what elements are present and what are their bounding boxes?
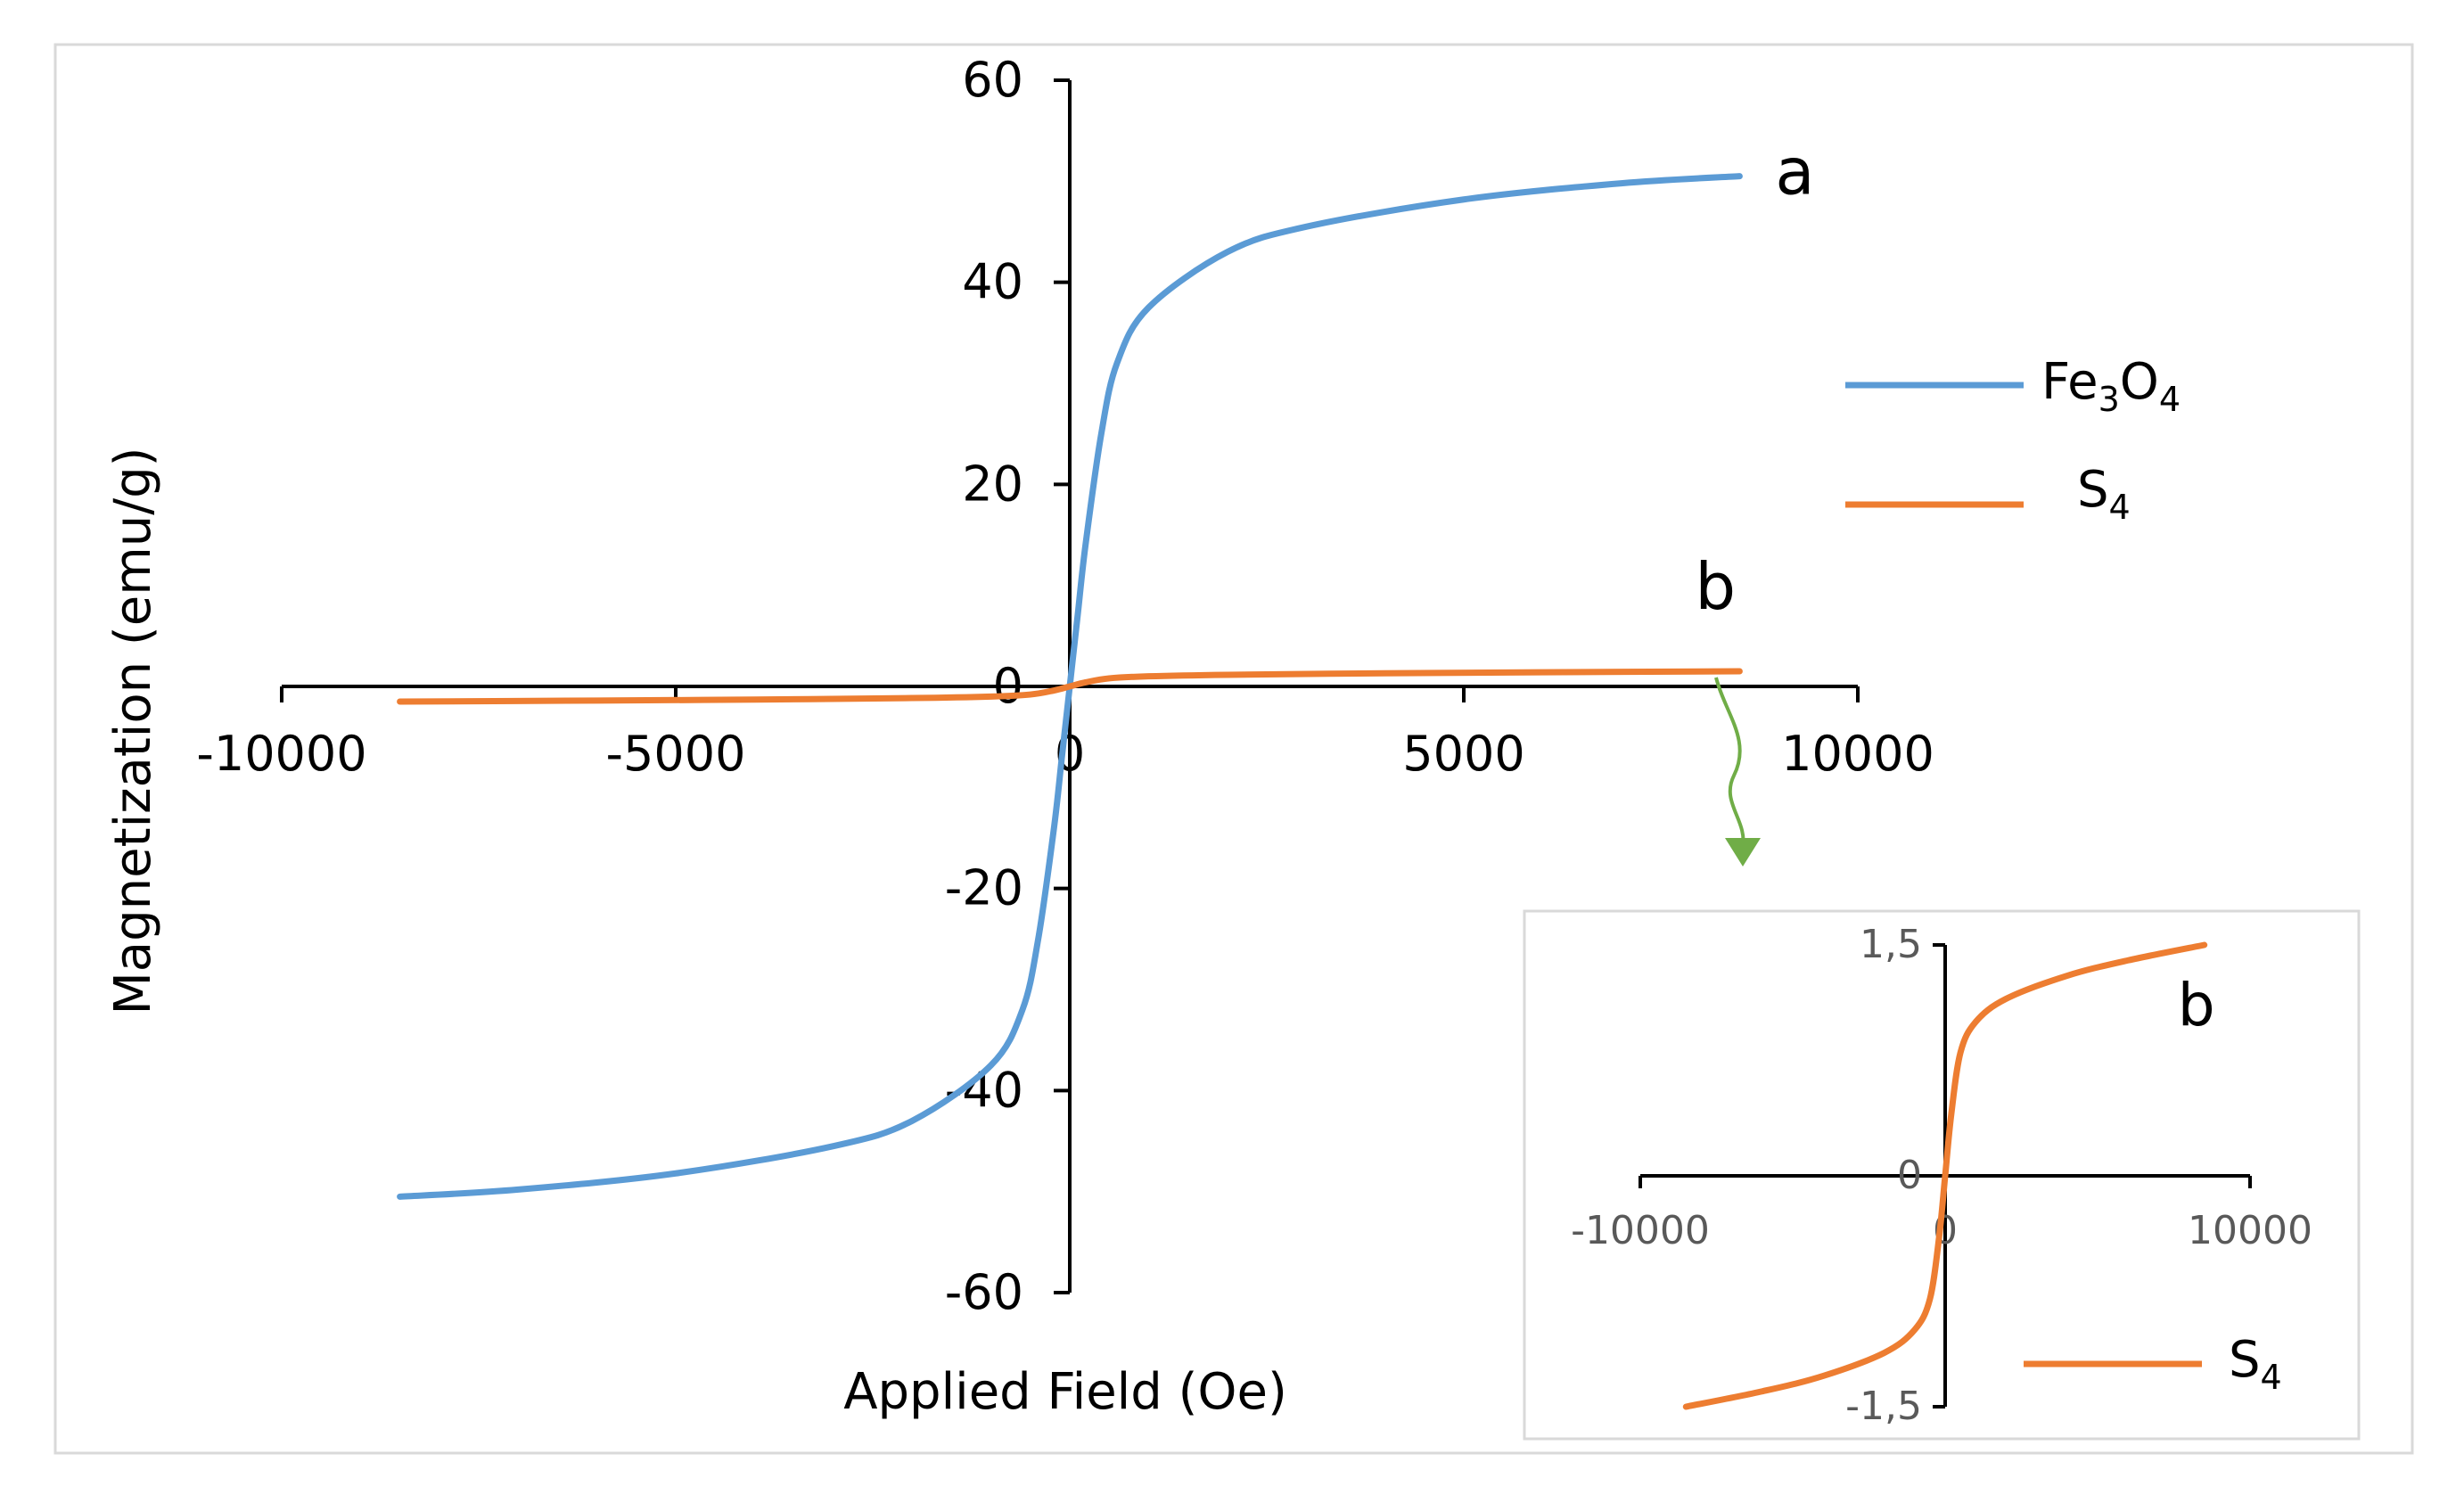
y-tick-label: 0 [993, 658, 1023, 714]
inset-x-tick-label: 10000 [2188, 1208, 2312, 1253]
x-axis-title: Applied Field (Oe) [843, 1363, 1287, 1421]
inset-y-tick-label: 1,5 [1860, 922, 1922, 967]
inset-y-tick-label: 0 [1897, 1153, 1922, 1198]
legend-label-s4: S4 [2077, 461, 2131, 527]
y-tick-label: 40 [962, 254, 1023, 310]
inset-curve-label-b: b [2178, 971, 2215, 1039]
legend-label-fe3o4: Fe3O4 [2041, 353, 2181, 419]
inset-x-tick-label: -10000 [1571, 1208, 1710, 1253]
y-axis-title: Magnetization (emu/g) [104, 447, 162, 1014]
x-tick-label: 10000 [1781, 726, 1934, 782]
inset-y-tick-label: -1,5 [1845, 1384, 1922, 1429]
inset-series-line-s4 [1682, 941, 2208, 1410]
chart-frame [53, 43, 2414, 1455]
main-legend: Fe3O4 S4 [1845, 353, 2181, 527]
inset-legend-label-s4: S4 [2229, 1331, 2282, 1397]
inset-legend: S4 [2024, 1331, 2282, 1397]
curve-label-a: a [1775, 135, 1814, 209]
series-line-s4 [397, 668, 1743, 705]
x-tick-label: -10000 [196, 726, 366, 782]
y-tick-label: -20 [945, 860, 1023, 916]
x-tick-label: 5000 [1402, 726, 1524, 782]
y-tick-label: -60 [945, 1264, 1023, 1320]
inset-pointer-arrowhead [1725, 838, 1761, 866]
x-tick-label: -5000 [606, 726, 746, 782]
y-tick-label: 20 [962, 456, 1023, 512]
curve-label-b: b [1695, 549, 1736, 624]
inset-pointer-arrow [1714, 677, 1745, 848]
y-tick-label: 60 [962, 52, 1023, 108]
